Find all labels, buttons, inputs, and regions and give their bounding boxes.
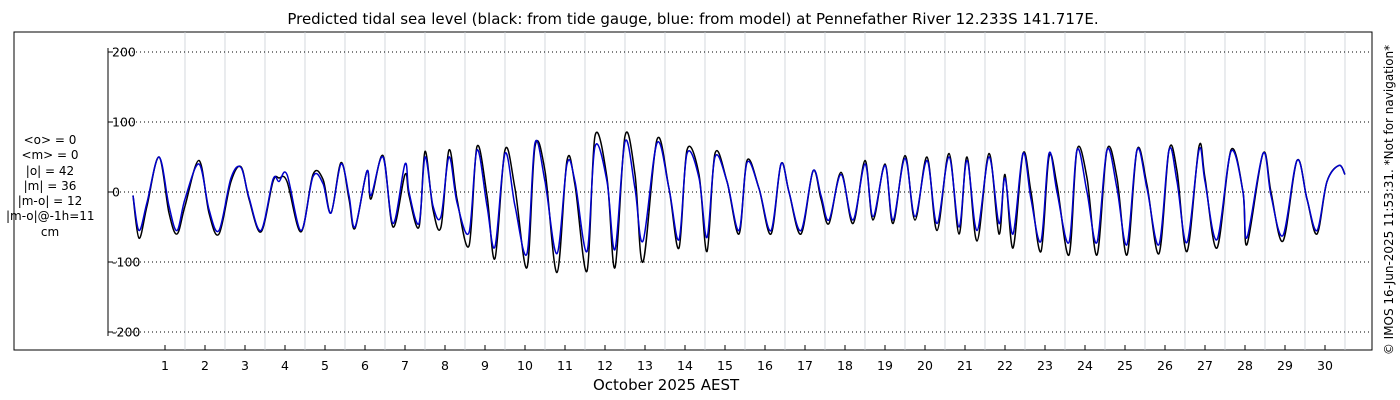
x-tick-label: 20 — [917, 358, 933, 373]
x-tick-label: 21 — [957, 358, 973, 373]
y-tick-label: 100 — [112, 115, 136, 130]
y-tick-label: -200 — [112, 325, 140, 340]
x-tick-label: 6 — [361, 358, 369, 373]
x-tick-label: 22 — [997, 358, 1013, 373]
stat-model-mean: <m> = 0 — [21, 148, 79, 163]
x-tick-label: 23 — [1037, 358, 1053, 373]
x-tick-label: 19 — [877, 358, 893, 373]
y-tick-label: -100 — [112, 255, 140, 270]
stat-diff-abs: |m-o| = 12 — [17, 194, 83, 209]
x-tick-label: 5 — [321, 358, 329, 373]
stat-model-abs: |m| = 36 — [23, 178, 77, 193]
series-line-tide-gauge — [132, 131, 1346, 274]
x-tick-label: 11 — [557, 358, 573, 373]
stat-obs-mean: <o> = 0 — [23, 133, 77, 147]
x-tick-label: 28 — [1237, 358, 1253, 373]
x-tick-label: 10 — [517, 358, 533, 373]
series — [132, 131, 1346, 274]
x-tick-label: 8 — [441, 358, 449, 373]
x-tick-label: 12 — [597, 358, 613, 373]
stat-unit: cm — [40, 224, 60, 239]
series-line-model — [132, 139, 1346, 257]
x-tick-label: 16 — [757, 358, 773, 373]
x-tick-label: 9 — [481, 358, 489, 373]
credit-text: © IMOS 16-Jun-2025 11:53:31. *Not for na… — [1382, 44, 1396, 356]
x-tick-label: 7 — [401, 358, 409, 373]
stats-panel: <o> = 0 <m> = 0 |o| = 42 |m| = 36 |m-o| … — [6, 133, 95, 240]
x-tick-label: 4 — [281, 358, 289, 373]
x-tick-label: 13 — [637, 358, 653, 373]
x-tick-label: 24 — [1077, 358, 1093, 373]
x-tick-label: 30 — [1317, 358, 1333, 373]
x-tick-label: 14 — [677, 358, 693, 373]
y-tick-label: 200 — [112, 45, 136, 60]
x-tick-label: 29 — [1277, 358, 1293, 373]
x-tick-label: 15 — [717, 358, 733, 373]
x-tick-label: 2 — [201, 358, 209, 373]
y-tick-label: 0 — [112, 185, 120, 200]
plot-frame — [13, 31, 1373, 351]
x-tick-label: 27 — [1197, 358, 1213, 373]
x-axis-label: October 2025 AEST — [593, 376, 740, 394]
x-tick-label: 17 — [797, 358, 813, 373]
stat-obs-abs: |o| = 42 — [25, 163, 75, 178]
x-tick-label: 3 — [241, 358, 249, 373]
x-tick-label: 18 — [837, 358, 853, 373]
grid — [108, 32, 1372, 350]
x-tick-label: 25 — [1117, 358, 1133, 373]
chart-title: Predicted tidal sea level (black: from t… — [287, 10, 1099, 28]
x-tick-label: 26 — [1157, 358, 1173, 373]
x-tick-label: 1 — [161, 358, 169, 373]
stat-diff-lag: |m-o|@-1h=11 — [6, 209, 95, 224]
